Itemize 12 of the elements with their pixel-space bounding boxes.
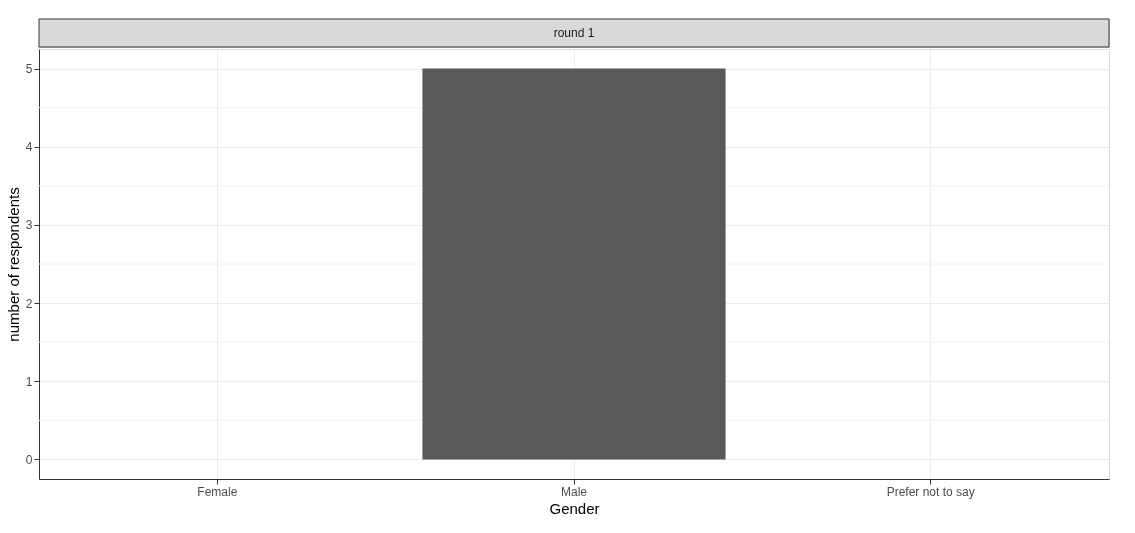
y-tick-label: 0 (25, 452, 33, 467)
y-tick-label: 5 (25, 62, 33, 77)
y-tick-label: 1 (25, 374, 33, 389)
x-tick-label: Female (197, 484, 238, 499)
x-tick-label: Male (560, 484, 588, 499)
y-tick-label: 3 (25, 218, 33, 233)
y-tick-label: 4 (25, 140, 33, 155)
y-tick-label: 2 (25, 296, 33, 311)
chart-title: round 1 (553, 26, 595, 40)
x-axis-title: Gender (549, 499, 600, 517)
y-axis-title: number of respondents (4, 187, 22, 342)
x-tick-label: Prefer not to say (886, 484, 975, 499)
